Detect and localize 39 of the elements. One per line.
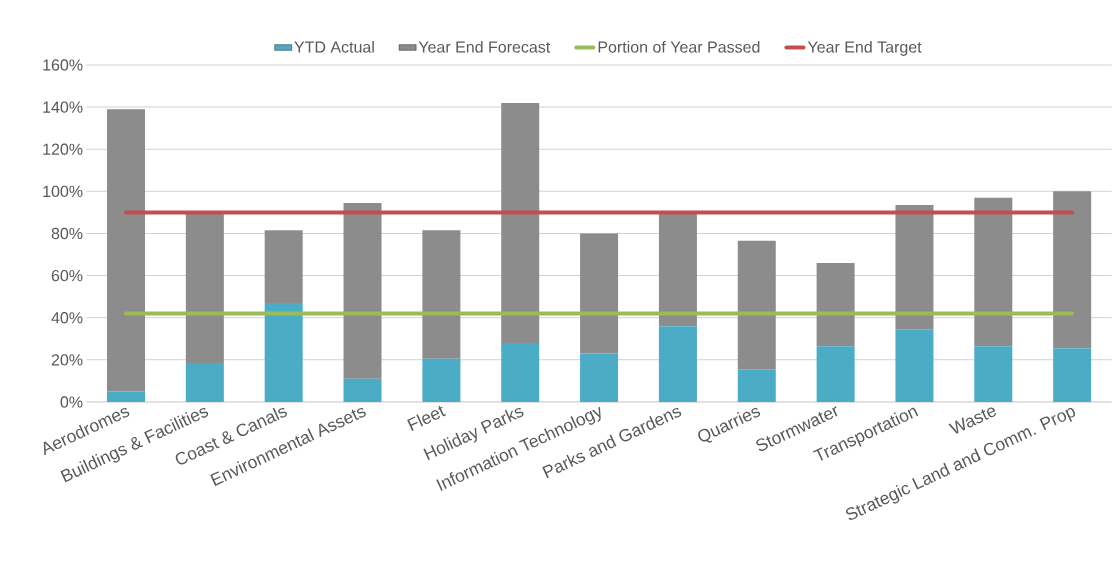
bar (580, 233, 619, 354)
bar (895, 205, 934, 330)
bar (737, 240, 776, 370)
bar (501, 343, 540, 402)
bar (107, 109, 145, 392)
bar (1053, 191, 1092, 349)
legend-label: Portion of Year Passed (598, 40, 760, 53)
bar (737, 369, 776, 402)
bar (107, 391, 145, 402)
y-tick-label: 20% (51, 354, 83, 366)
y-tick-label: 120% (43, 143, 83, 155)
bar (264, 303, 303, 402)
bar (974, 197, 1013, 347)
bar (264, 230, 303, 304)
bar (658, 326, 697, 402)
bar (185, 363, 224, 402)
legend-label: Year End Target (807, 40, 922, 56)
y-tick-label: 140% (43, 101, 83, 113)
legend-label: Year End Forecast (418, 40, 551, 53)
bar (816, 346, 855, 402)
bar (343, 378, 382, 402)
y-tick-label: 0% (60, 396, 83, 408)
bar (501, 102, 540, 344)
bar (816, 262, 855, 347)
bar (974, 346, 1013, 402)
bar (343, 202, 382, 379)
bar (422, 358, 461, 402)
y-tick-label: 160% (43, 59, 83, 71)
y-tick-label: 60% (51, 269, 83, 282)
bar (1053, 348, 1092, 402)
y-tick-label: 80% (51, 227, 83, 240)
bar (580, 353, 619, 402)
bar (185, 212, 224, 364)
y-tick-label: 100% (43, 185, 83, 198)
bar (895, 329, 934, 402)
y-tick-label: 40% (51, 312, 83, 324)
bar (422, 230, 461, 359)
bar (658, 212, 697, 327)
legend-label: YTD Actual (294, 40, 374, 53)
